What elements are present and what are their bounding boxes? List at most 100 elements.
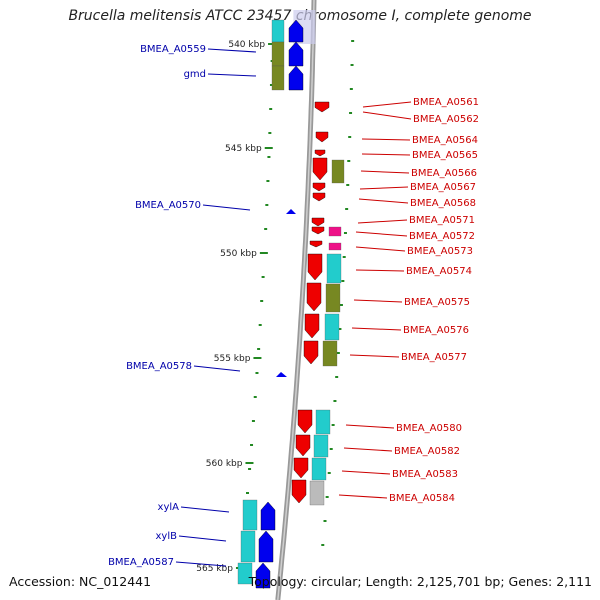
guide-dot-right [327,472,331,474]
right-label-leader [358,198,409,204]
guide-dot-left [265,204,269,206]
right-gene-label: BMEA_A0584 [389,493,455,504]
forward-gene-arrow [288,41,304,67]
left-label-leader [178,535,227,542]
guide-dot-left [255,372,259,374]
gene-annotation-block [324,313,340,341]
right-gene-label: BMEA_A0571 [409,215,475,226]
reverse-gene-arrow [297,409,313,434]
guide-dot-right [339,304,343,306]
reverse-gene-arrow [309,240,323,248]
right-label-leader [345,424,395,429]
right-gene-label: BMEA_A0568 [410,198,476,209]
guide-dot-left [269,84,273,86]
forward-gene-arrow [288,65,304,91]
reverse-gene-arrow [312,182,326,192]
right-label-leader [360,170,410,174]
guide-dot-right [349,88,353,90]
reverse-gene-arrow [306,282,322,312]
reverse-gene-arrow [314,149,326,157]
reverse-gene-arrow [304,313,320,339]
reverse-gene-arrow [293,457,309,479]
guide-dot-right [346,184,350,186]
guide-dot-left [264,228,268,230]
forward-gene-arrow [258,530,274,563]
guide-dot-right [351,40,355,42]
left-label-leader [207,48,257,53]
gene-annotation-block [309,480,325,506]
gene-annotation-block [271,41,285,67]
topology-text: Topology: circular; Length: 2,125,701 bp… [248,574,592,589]
guide-dot-right [335,376,339,378]
right-gene-label: BMEA_A0567 [410,182,476,193]
right-label-leader [338,494,388,499]
guide-dot-right [321,544,325,546]
reverse-gene-arrow [291,479,307,504]
right-label-leader [355,246,406,252]
guide-dot-right [325,496,329,498]
guide-dot-right [345,208,349,210]
guide-dot-right [329,448,333,450]
left-gene-label: BMEA_A0559 [140,44,206,55]
right-gene-label: BMEA_A0582 [394,446,460,457]
forward-gene-marker [286,209,296,214]
right-gene-label: BMEA_A0574 [406,266,472,277]
guide-dot-right [338,328,342,330]
right-label-leader [355,269,405,272]
guide-dot-right [343,232,347,234]
right-label-leader [341,470,391,475]
left-label-leader [180,506,230,513]
guide-dot-right [350,64,354,66]
guide-dot-left [253,396,257,398]
left-label-leader [202,204,251,211]
right-gene-label: BMEA_A0566 [411,168,477,179]
guide-dot-left [258,324,262,326]
reverse-gene-arrow [295,434,311,457]
right-gene-label: BMEA_A0573 [407,246,473,257]
right-gene-label: BMEA_A0580 [396,423,462,434]
guide-dot-left [269,108,273,110]
guide-dot-left [250,444,254,446]
reverse-gene-arrow [311,217,325,227]
left-label-leader [193,365,241,372]
gene-annotation-block [322,340,338,367]
right-label-leader [353,299,403,303]
left-gene-label: BMEA_A0570 [135,200,201,211]
left-gene-label: gmd [184,69,206,80]
right-label-leader [361,138,411,141]
left-label-leader [207,73,257,77]
gene-annotation-block [326,253,342,284]
right-gene-label: BMEA_A0575 [404,297,470,308]
gene-annotation-block [237,562,253,585]
reverse-gene-arrow [312,192,326,202]
reverse-gene-arrow [315,131,329,143]
forward-gene-arrow [260,501,276,531]
scale-tick-label: 560 kbp [206,459,243,469]
scale-tick-label: 545 kbp [225,144,262,154]
right-label-leader [349,354,400,358]
left-gene-label: xylA [158,502,180,513]
scale-tick-label: 555 kbp [214,354,251,364]
right-label-leader [359,186,409,190]
left-gene-label: xylB [156,531,178,542]
right-gene-label: BMEA_A0561 [413,97,479,108]
guide-dot-right [341,280,345,282]
guide-dot-left [257,348,261,350]
reverse-gene-arrow [314,101,330,113]
right-gene-label: BMEA_A0572 [409,231,475,242]
right-label-leader [361,153,411,156]
gene-annotation-block [271,19,285,43]
reverse-gene-arrow [312,157,328,181]
right-label-leader [343,447,393,452]
scale-tick-label: 540 kbp [228,40,265,50]
reverse-gene-arrow [311,226,325,235]
scale-tick-label: 550 kbp [220,249,257,259]
right-gene-label: BMEA_A0576 [403,325,469,336]
right-gene-label: BMEA_A0564 [412,135,478,146]
accession-text: Accession: NC_012441 [9,574,152,589]
gene-annotation-block [313,434,329,458]
gene-annotation-block [311,457,327,481]
right-gene-label: BMEA_A0583 [392,469,458,480]
